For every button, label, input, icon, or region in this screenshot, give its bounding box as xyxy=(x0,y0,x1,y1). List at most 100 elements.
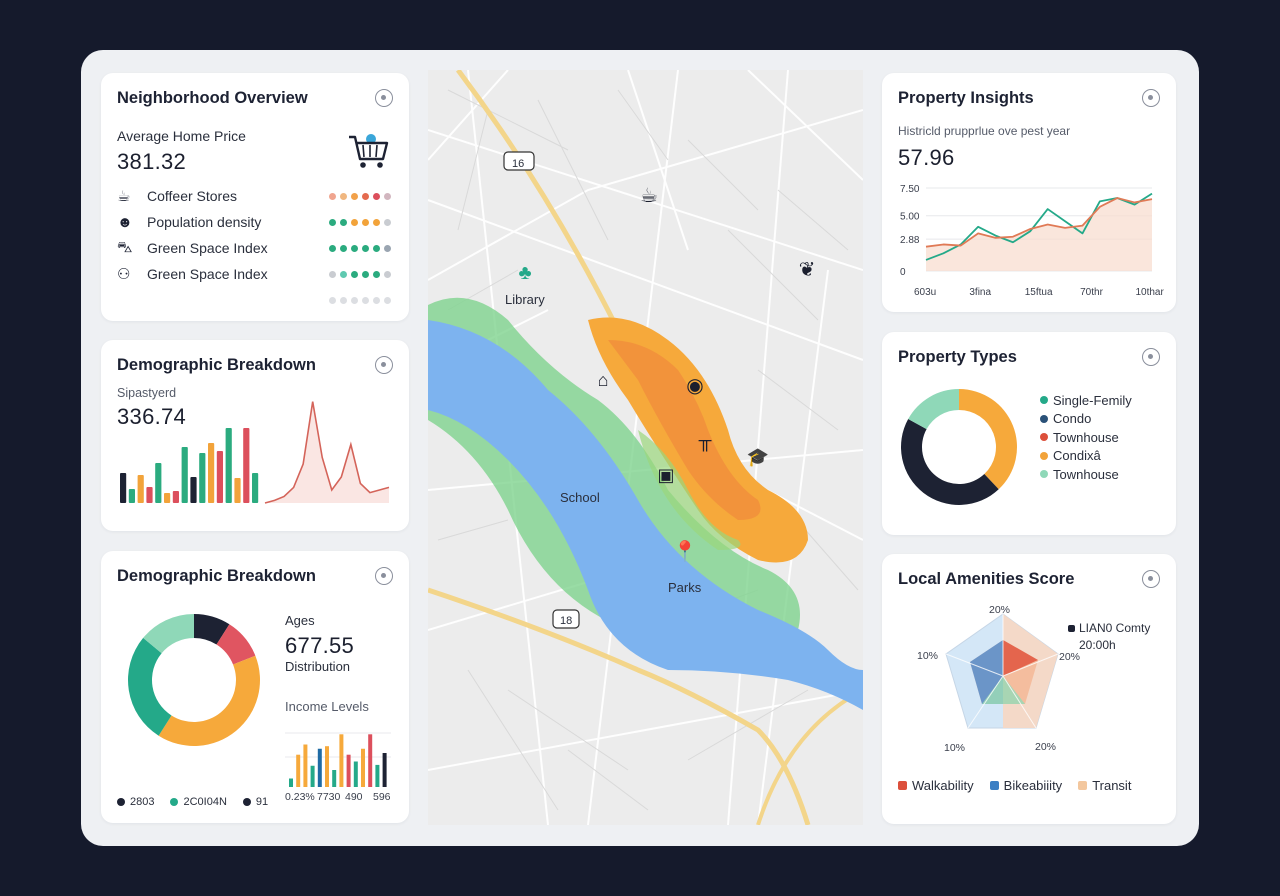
bar xyxy=(181,447,188,503)
people-icon: ⚇ xyxy=(117,266,131,283)
legend-label: Transit xyxy=(1092,777,1132,793)
property-insights-card: Property Insights Histricld prupprlue ov… xyxy=(882,73,1176,312)
rating-dot xyxy=(373,271,380,278)
card-title: Property Insights xyxy=(898,89,1034,107)
property-types-card: Property Types Single-Femily Condo Townhou… xyxy=(882,332,1176,535)
metric-row[interactable]: ⚇ Green Space Index xyxy=(117,264,268,284)
location-pin-icon[interactable]: 📍 xyxy=(672,540,698,563)
route-shield-16: 16 xyxy=(512,158,525,170)
rating-dot xyxy=(329,193,336,200)
rating-dot xyxy=(384,193,391,200)
income-bar xyxy=(339,734,344,787)
radar-axis-label-bottom-right: 20% xyxy=(1035,741,1057,753)
line-series xyxy=(264,401,390,504)
legend-item: Condixâ xyxy=(1040,447,1132,466)
ages-donut-chart xyxy=(127,614,260,746)
bench-icon[interactable]: ╥ xyxy=(698,429,712,450)
tree-icon[interactable]: ♣ xyxy=(518,261,532,284)
donut-slice xyxy=(216,624,256,665)
metric-label: Coffeer Stores xyxy=(147,188,238,204)
income-ticks: 0.23% 7730 490 596 xyxy=(285,791,395,805)
average-home-price-value: 381.32 xyxy=(117,149,187,174)
x-tick: 70thr xyxy=(1080,287,1103,298)
rating-dot xyxy=(384,297,391,304)
income-bar xyxy=(368,734,373,787)
legend-swatch xyxy=(898,780,907,790)
demographic-bar-chart xyxy=(120,401,390,504)
donut-slice xyxy=(901,419,999,505)
store-icon[interactable]: ⌂ xyxy=(597,369,609,390)
metric-row[interactable]: ☕ Coffeer Stores xyxy=(117,186,237,206)
rating-dot xyxy=(351,193,358,200)
card-title: Demographic Breakdown xyxy=(117,356,316,374)
pin-icon[interactable]: ◉ xyxy=(686,374,704,397)
card-title: Local Amenities Score xyxy=(898,570,1075,588)
demographic-breakdown-card: Demographic Breakdown Sipastyerd 336.74 xyxy=(101,340,409,531)
neighborhood-map[interactable]: 16 18 ☕ ❦ ♣ Library ⌂ ◉ ╥ 🎓 ▣ School 📍 P… xyxy=(428,70,863,825)
income-bar xyxy=(361,748,365,787)
line-area xyxy=(265,401,389,503)
coffee-icon: ☕ xyxy=(117,188,131,205)
legend-label: Condixâ xyxy=(1053,448,1101,464)
rating-dot xyxy=(340,271,347,278)
bar xyxy=(164,493,171,503)
legend-item: Transit xyxy=(1078,776,1131,795)
demographic-value: 336.74 xyxy=(117,404,187,429)
info-icon[interactable] xyxy=(375,567,393,585)
income-bar xyxy=(296,754,301,787)
series-line xyxy=(925,197,1153,248)
leaf-icon[interactable]: ❦ xyxy=(798,258,816,281)
income-tick: 7730 xyxy=(317,791,341,803)
legend-item: 91 xyxy=(242,793,269,812)
rating-dot xyxy=(362,271,369,278)
metric-row[interactable]: ☻ Population density xyxy=(117,212,261,232)
x-tick: 3fina xyxy=(969,287,991,298)
average-home-price-label: Average Home Price xyxy=(117,128,246,144)
info-icon[interactable] xyxy=(1142,89,1160,107)
radar-axis-label-left: 10% xyxy=(917,650,939,662)
metric-row[interactable]: ⛍ Green Space Index xyxy=(117,238,268,258)
income-bar xyxy=(317,748,322,787)
bar xyxy=(172,491,179,503)
income-bar xyxy=(346,754,351,787)
distribution-label: Distribution xyxy=(285,659,351,674)
rating-dots xyxy=(329,193,391,200)
income-tick: 0.23% xyxy=(285,791,315,803)
map-label-school: School xyxy=(560,490,600,505)
info-icon[interactable] xyxy=(1142,570,1160,588)
legend-label: 91 xyxy=(255,796,269,809)
book-icon[interactable]: ▣ xyxy=(657,464,675,485)
radar-axis-label-right: 20% xyxy=(1059,651,1081,663)
donut-slice xyxy=(143,614,194,654)
map-canvas xyxy=(428,70,863,825)
y-tick: 7.50 xyxy=(900,184,920,195)
rating-dots xyxy=(329,271,391,278)
graduation-cap-icon[interactable]: 🎓 xyxy=(746,446,770,467)
legend-item: Walkability xyxy=(898,776,974,795)
info-icon[interactable] xyxy=(1142,348,1160,366)
rating-dot xyxy=(384,245,391,252)
rating-dot xyxy=(384,219,391,226)
income-bar xyxy=(310,765,315,787)
income-bar xyxy=(353,761,358,787)
amenities-legend: Walkability Bikeabiiity Transit xyxy=(898,776,1131,795)
person-icon: ☻ xyxy=(117,213,133,231)
card-title: Demographic Breakdown xyxy=(117,567,316,585)
rating-dot xyxy=(373,297,380,304)
donut-slice xyxy=(959,389,1017,490)
x-tick: 10thar xyxy=(1135,287,1164,298)
info-icon[interactable] xyxy=(375,89,393,107)
info-icon[interactable] xyxy=(375,356,393,374)
map-label-parks: Parks xyxy=(668,580,702,595)
property-insights-line-chart: 7.50 5.00 2.88 0 603u 3fina 15ftua 70thr 10thar xyxy=(900,184,1164,298)
coffee-icon[interactable]: ☕ xyxy=(640,184,658,207)
y-tick: 5.00 xyxy=(900,212,920,223)
rating-dot xyxy=(340,219,347,226)
bar xyxy=(216,451,223,503)
rating-dot xyxy=(373,219,380,226)
legend-item: Bikeabiiity xyxy=(989,776,1062,795)
rating-dot xyxy=(373,193,380,200)
bar xyxy=(208,443,215,503)
x-tick: 15ftua xyxy=(1025,287,1053,298)
x-tick: 603u xyxy=(914,287,936,298)
